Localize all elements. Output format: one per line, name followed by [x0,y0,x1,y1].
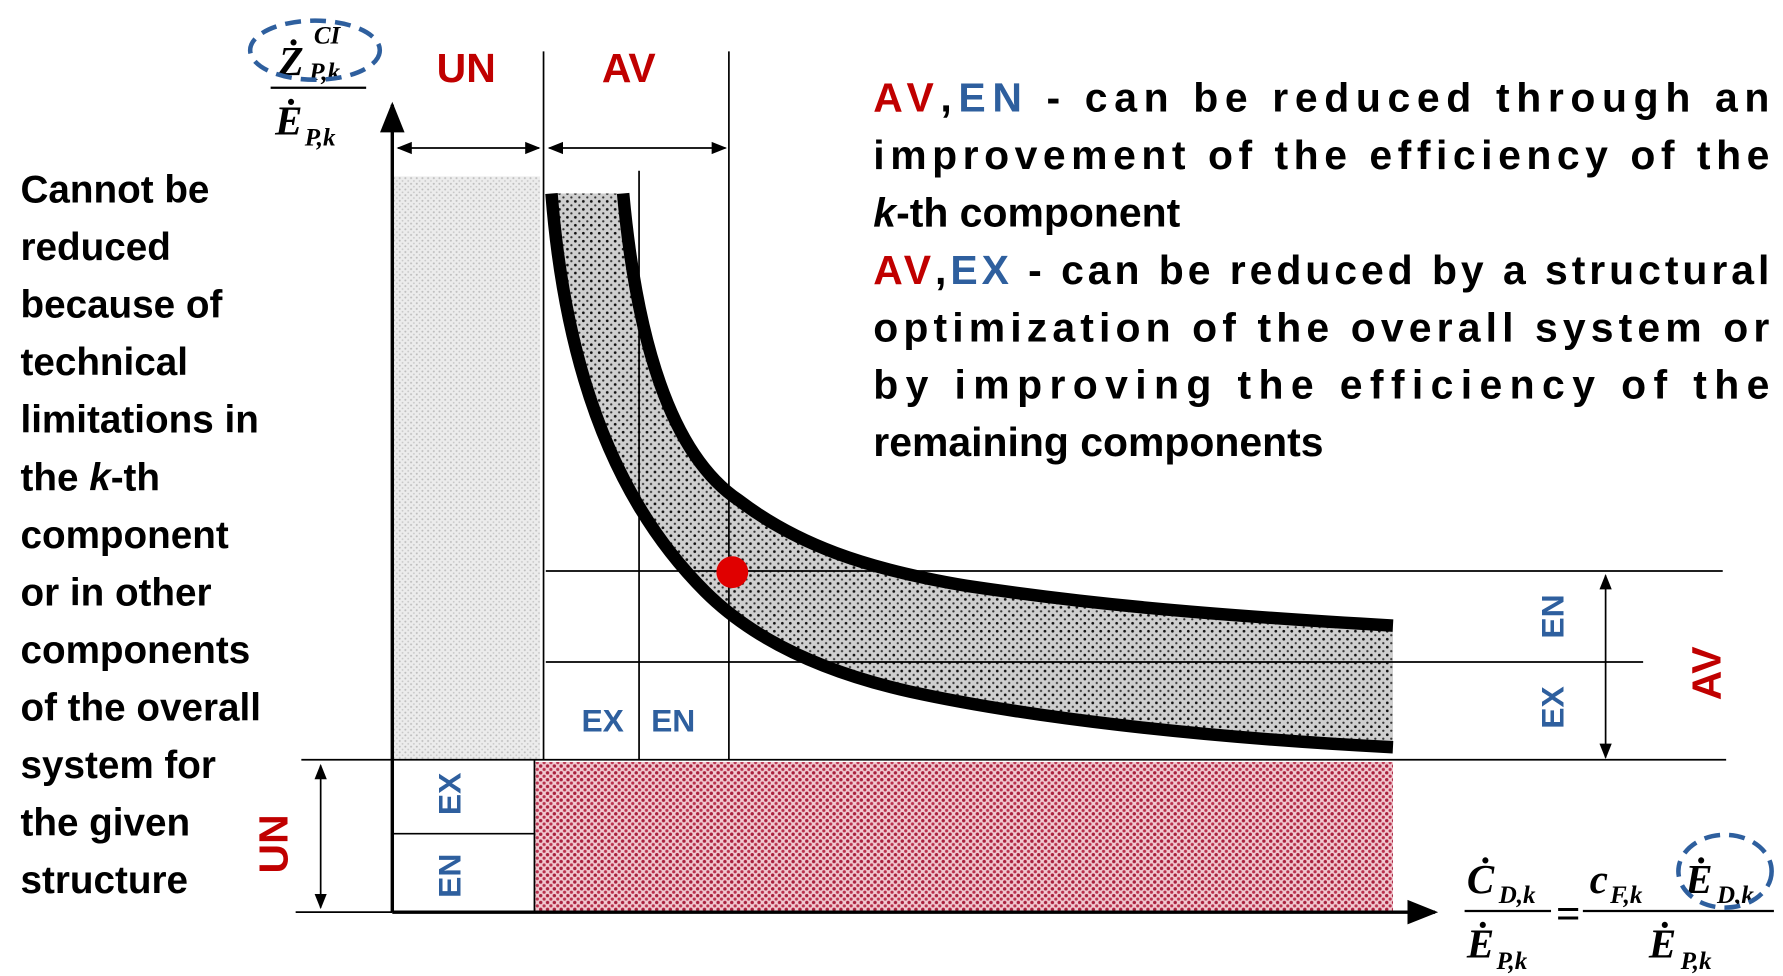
text-segment: -th component [896,189,1181,235]
text-segment: improvement of the efficiency of the [873,132,1769,178]
left-note-line: the given [20,802,190,845]
text-segment: k [873,189,898,235]
y-label-denominator-sub: P,k [304,125,336,152]
text-segment: k [89,456,113,499]
text-segment: limitations in [20,399,258,442]
band-lower-edge [545,192,1394,754]
y-label-denominator: Ė [274,98,302,143]
y-axis-label: Ż CI P,k Ė P,k [247,18,383,152]
text-segment: of the overall [20,686,261,729]
av-bottom-label: EN [651,702,695,738]
x-label-part: P,k [1680,948,1712,975]
un-region-fill [534,762,1393,914]
left-note-line: structure [20,859,188,902]
text-segment: by improving the efficiency of the [873,362,1769,408]
x-axis-label: Ċ D,k Ė P,k = c F,k Ė D,k Ė P,k [1464,832,1774,975]
x-label-part: D,k [1498,882,1536,909]
text-segment: EN [958,75,1021,121]
text-segment: technical [20,341,188,384]
x-label-part: Ċ [1467,857,1495,902]
left-note-line: or in other [20,571,211,614]
text-segment: the [20,456,89,499]
text-segment: , [935,247,946,293]
text-segment: EX [950,247,1009,293]
explanation-line: k-th component [873,189,1180,235]
left-note-line: of the overall [20,686,261,729]
text-segment: because of [20,284,222,327]
explanation-line: improvement of the efficiency of the [873,132,1769,178]
left-note-line: because of [20,284,222,327]
x-label-part: F,k [1609,882,1643,909]
text-segment: - can be reduced by a structural [1013,247,1770,293]
column-header: UN [437,45,496,91]
x-label-part: Ė [1648,922,1676,967]
left-note-line: components [20,629,250,672]
av-side-title: AV [1683,646,1729,701]
text-segment: Cannot be [20,169,209,212]
av-side-label: EN [1535,594,1571,638]
left-note: Cannot be reduced because of technical limit… [20,169,261,902]
text-segment: system for [20,744,216,787]
left-note-line: component [20,514,228,557]
explanation-line: AV, EN - can be reduced through an [873,75,1769,121]
x-label-part: = [1556,890,1581,938]
explanation: AV, EN - can be reduced through animprove… [873,75,1769,466]
text-segment: components [20,629,250,672]
left-note-line: Cannot be [20,169,209,212]
text-segment: the given [20,802,190,845]
text-segment: reduced [20,226,170,269]
left-note-line: system for [20,744,216,787]
exergy-band [551,193,1393,748]
left-note-line: reduced [20,226,170,269]
text-segment: AV [873,247,931,293]
text-segment: -th [111,456,160,499]
left-note-line: the k-th [20,456,160,499]
explanation-line: remaining components [873,419,1323,465]
explanation-line: optimization of the overall system or [873,304,1769,350]
x-label-part: Ė [1466,922,1494,967]
un-column-label: EX [432,773,468,815]
un-column-label: EN [432,854,468,898]
left-note-line: limitations in [20,399,258,442]
text-segment: or in other [20,571,211,614]
text-segment: AV [873,75,934,121]
operating-point [716,556,749,589]
explanation-line: AV, EX - can be reduced by a structural [873,247,1769,293]
text-segment: , [940,75,951,121]
un-column-fill [392,176,541,760]
un-side-title: UN [251,814,297,873]
x-label-part: c [1590,857,1608,902]
av-side-label: EX [1535,686,1571,728]
text-segment: optimization of the overall system or [873,304,1769,350]
column-header: AV [602,45,657,91]
text-segment: remaining components [873,419,1323,465]
band-upper-edge [616,192,1394,632]
av-bottom-label: EX [581,702,623,738]
dimension-arrows [314,141,1612,910]
y-label-sup: CI [314,22,342,49]
text-segment: component [20,514,228,557]
text-segment: structure [20,859,188,902]
left-note-line: technical [20,341,188,384]
explanation-line: by improving the efficiency of the [873,362,1769,408]
x-label-part: P,k [1495,948,1527,975]
text-segment: - can be reduced through an [1029,75,1770,121]
